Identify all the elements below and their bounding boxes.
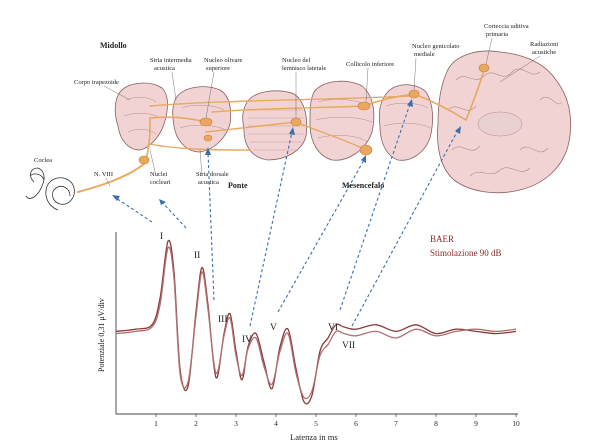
- label-nucleo-olivare-2: superiore: [206, 65, 230, 72]
- auditory-cortex-spot: [478, 63, 490, 73]
- label-nuclei-cocleari-1: Nuclei: [150, 171, 168, 178]
- label-stria-intermedia-2: acustica: [154, 65, 175, 72]
- baer-trace-2: [115, 246, 517, 400]
- label-radiazioni-1: Radiazioni: [530, 41, 558, 48]
- cochlea-icon: [25, 167, 75, 211]
- medial-geniculate-nucleus: [408, 89, 420, 99]
- wave-label-iii: III: [218, 315, 228, 325]
- waveform-traces: [115, 239, 517, 405]
- baer-chart: 1 2 3 4 5 6 7 8 9 10 Potenziale 0,31 μV/div Laten…: [97, 232, 520, 442]
- x-axis-label: Latenza in ms: [290, 432, 338, 442]
- label-nucleo-olivare-1: Nucleo olivare: [204, 57, 243, 64]
- y-axis-label: Potenziale 0,31 μV/div: [97, 298, 106, 372]
- x-tick-label: 3: [234, 419, 238, 428]
- x-tick-label: 6: [354, 419, 358, 428]
- wave-label-iv: IV: [242, 335, 252, 345]
- x-tick-label: 10: [512, 419, 520, 428]
- label-nucleo-genicolato-1: Nucleo genicolato: [412, 43, 459, 50]
- label-nucleo-genicolato-2: mediale: [414, 51, 435, 58]
- lateral-lemniscus-nucleus: [290, 117, 302, 127]
- baer-subtitle: Stimolazione 90 dB: [430, 248, 502, 258]
- baer-title: BAER: [430, 234, 454, 244]
- wave-label-vi: VI: [328, 323, 338, 333]
- x-tick-label: 1: [154, 419, 158, 428]
- label-stria-dorsale-1: Stria dorsale: [196, 171, 229, 178]
- x-tick-label: 5: [314, 419, 318, 428]
- label-nervo-viii: N. VIII: [94, 171, 113, 178]
- label-collicolo-inferiore: Collicolo inferiore: [346, 61, 394, 68]
- wave-source-arrows: [112, 99, 461, 327]
- wave-label-v: V: [270, 323, 277, 333]
- label-coclea: Coclea: [34, 157, 52, 164]
- x-axis-ticks: 1 2 3 4 5 6 7 8 9 10: [154, 414, 520, 428]
- medulla-section: [114, 82, 168, 151]
- x-tick-label: 7: [394, 419, 398, 428]
- label-corpo-trapezoide: Corpo trapezoide: [74, 79, 119, 86]
- label-mesencefalo: Mesencefalo: [342, 181, 384, 190]
- label-radiazioni-2: acustiche: [532, 49, 556, 56]
- label-corteccia-2: primaria: [486, 31, 508, 38]
- x-tick-label: 8: [434, 419, 438, 428]
- cochlear-nucleus: [138, 155, 150, 165]
- wave-label-i: I: [160, 232, 163, 242]
- lemniscus-section: [309, 80, 375, 161]
- x-tick-label: 2: [194, 419, 198, 428]
- label-midollo: Midollo: [100, 41, 127, 50]
- label-nucleo-lemnisco-2: lemnisco laterale: [282, 65, 326, 72]
- superior-olive-nucleus: [199, 117, 213, 127]
- inferior-colliculus-nucleus: [359, 144, 373, 156]
- brainstem-sections: [114, 50, 572, 194]
- x-tick-label: 4: [274, 419, 278, 428]
- midbrain-section: [378, 84, 434, 161]
- label-stria-intermedia-1: Stria intermedia: [150, 57, 192, 64]
- wave-label-ii: II: [194, 251, 200, 261]
- label-stria-dorsale-2: acustica: [198, 179, 219, 186]
- label-ponte: Ponte: [228, 181, 248, 190]
- label-corteccia-1: Corteccia uditiva: [484, 23, 529, 30]
- anatomy-labels: Midollo Corpo trapezoide Stria intermedi…: [34, 23, 558, 190]
- x-tick-label: 9: [474, 419, 478, 428]
- label-nucleo-lemnisco-1: Nucleo del: [282, 57, 311, 64]
- label-nuclei-cocleari-2: cocleari: [150, 179, 171, 186]
- wave-label-vii: VII: [342, 341, 355, 351]
- auditory-pathway-tracts: [77, 69, 485, 193]
